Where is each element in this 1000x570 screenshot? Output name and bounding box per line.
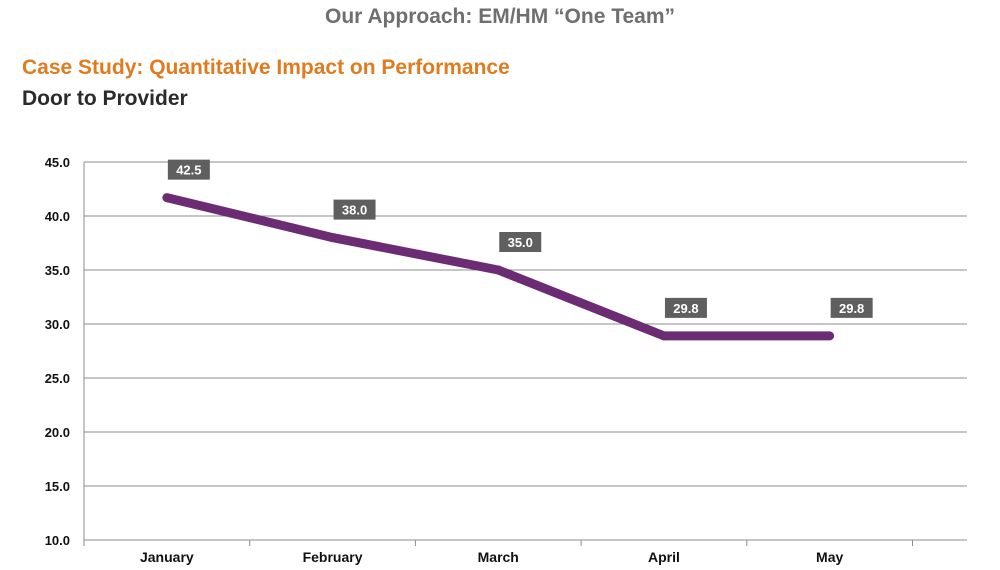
data-point <box>825 331 835 341</box>
y-tick-label: 45.0 <box>45 155 70 170</box>
data-label: 42.5 <box>176 163 201 178</box>
y-tick-label: 25.0 <box>45 371 70 386</box>
data-label-box <box>830 297 873 318</box>
x-tick-label: February <box>303 549 363 565</box>
case-study-title: Case Study: Quantitative Impact on Perfo… <box>22 56 510 79</box>
y-tick-label: 10.0 <box>45 533 70 548</box>
data-point <box>659 331 669 341</box>
chart-subtitle: Door to Provider <box>22 87 188 110</box>
data-label: 29.8 <box>839 301 864 316</box>
x-tick-label: January <box>140 549 194 565</box>
data-label-box <box>664 297 707 318</box>
x-tick-label: March <box>478 549 519 565</box>
y-tick-label: 35.0 <box>45 263 70 278</box>
data-label: 29.8 <box>673 301 698 316</box>
data-label: 35.0 <box>508 235 533 250</box>
data-label-box <box>333 199 376 220</box>
x-tick-label: April <box>648 549 680 565</box>
data-point <box>493 265 503 275</box>
data-point <box>162 193 172 203</box>
data-label-box <box>499 232 542 252</box>
data-label-box <box>167 159 210 180</box>
y-tick-label: 20.0 <box>45 425 70 440</box>
y-tick-label: 15.0 <box>45 479 70 494</box>
data-label: 38.0 <box>342 203 367 218</box>
x-tick-label: May <box>816 549 843 565</box>
y-tick-label: 30.0 <box>45 317 70 332</box>
data-point <box>328 233 338 243</box>
y-tick-label: 40.0 <box>45 209 70 224</box>
slide-header-title: Our Approach: EM/HM “One Team” <box>324 5 676 28</box>
